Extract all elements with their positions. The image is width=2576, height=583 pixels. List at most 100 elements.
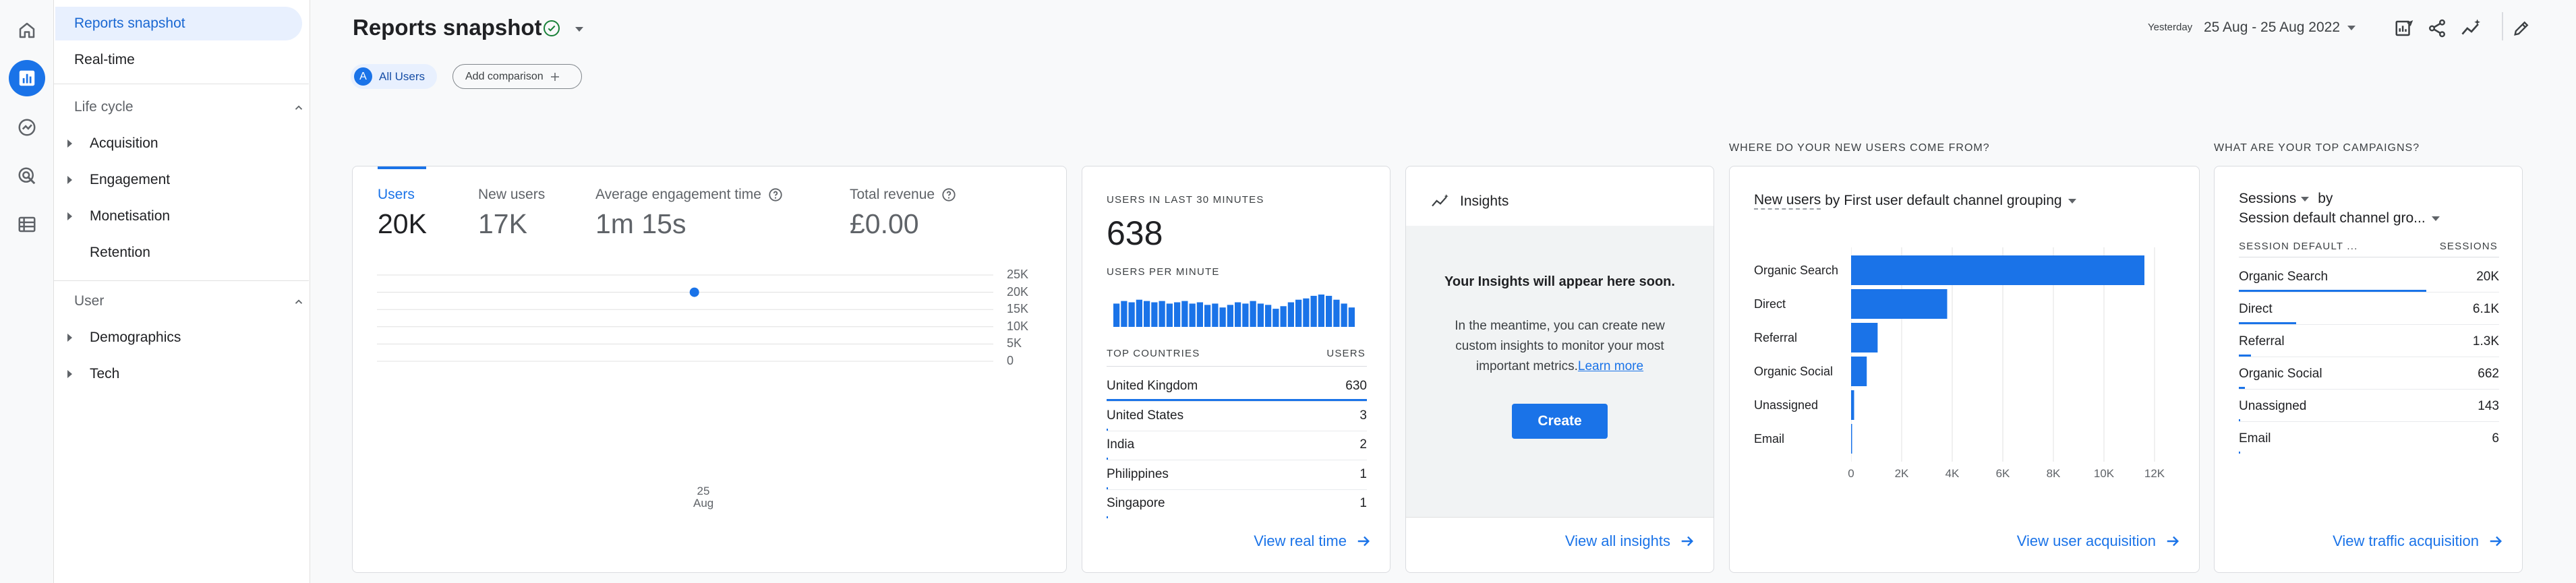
- help-icon[interactable]: [941, 187, 956, 202]
- per-minute-bar: [1333, 299, 1340, 327]
- customize-report-icon[interactable]: [2389, 13, 2419, 43]
- metric-tab-engagement-time[interactable]: Average engagement time 1m 15s: [595, 187, 783, 240]
- toolbar-divider: [2502, 12, 2503, 40]
- add-comparison-button[interactable]: Add comparison: [452, 64, 582, 89]
- explore-icon[interactable]: [9, 109, 45, 146]
- metric-tab-users[interactable]: Users 20K: [378, 187, 427, 240]
- share-bar: [2239, 355, 2252, 357]
- nav-item-reports-snapshot[interactable]: Reports snapshot: [55, 7, 302, 40]
- insights-line: important metrics.: [1475, 359, 1578, 373]
- x-tick-label: 8K: [2046, 467, 2061, 480]
- realtime-card: USERS IN LAST 30 MINUTES 638 USERS PER M…: [1082, 166, 1391, 573]
- share-bar: [1107, 458, 1108, 460]
- table-row[interactable]: Singapore 1: [1107, 496, 1367, 511]
- dimension-column-header: SESSION DEFAULT ...: [2239, 241, 2358, 252]
- row-value: 6: [2492, 431, 2499, 446]
- x-tick-month: Aug: [693, 497, 714, 510]
- dimension-label: by First user default channel grouping: [1825, 193, 2062, 208]
- row-label: Organic Social: [2239, 367, 2322, 381]
- channel-label: Email: [1754, 432, 1785, 446]
- home-icon[interactable]: [9, 12, 45, 49]
- users-data-point: [689, 287, 699, 297]
- acquisition-section-title: WHERE DO YOUR NEW USERS COME FROM?: [1729, 142, 1990, 154]
- arrow-right-icon: [2490, 536, 2502, 547]
- create-insight-button[interactable]: Create: [1512, 404, 1608, 439]
- per-minute-bar: [1189, 303, 1196, 327]
- share-icon[interactable]: [2422, 13, 2452, 43]
- y-tick-label: 5K: [1007, 336, 1022, 350]
- edit-pencil-icon[interactable]: [2507, 13, 2536, 43]
- table-row[interactable]: Referral 1.3K: [2239, 334, 2499, 349]
- nav-item-label: Tech: [90, 366, 120, 381]
- title-dropdown-button[interactable]: [566, 17, 593, 41]
- nav-item-realtime[interactable]: Real-time: [54, 43, 135, 77]
- nav-section-lifecycle[interactable]: Life cycle: [74, 90, 344, 124]
- insights-card: Insights Your Insights will appear here …: [1405, 166, 1714, 573]
- table-row[interactable]: Organic Social 662: [2239, 367, 2499, 381]
- metric-value: 17K: [478, 208, 527, 239]
- date-range-picker[interactable]: 25 Aug - 25 Aug 2022: [2204, 20, 2356, 36]
- row-value: 143: [2478, 399, 2499, 413]
- table-row[interactable]: Philippines 1: [1107, 467, 1367, 482]
- check-circle-icon[interactable]: [544, 20, 560, 36]
- table-row[interactable]: Direct 6.1K: [2239, 302, 2499, 317]
- advertising-icon[interactable]: [9, 158, 45, 194]
- selected-metric-indicator: [378, 166, 426, 169]
- nav-section-user[interactable]: User: [74, 284, 344, 318]
- metric-tab-new-users[interactable]: New users 17K: [478, 187, 545, 240]
- table-row[interactable]: United States 3: [1107, 408, 1367, 423]
- per-minute-bar: [1166, 303, 1173, 327]
- row-divider: [2239, 389, 2499, 390]
- view-all-insights-link[interactable]: View all insights: [1565, 532, 1695, 550]
- per-minute-bar: [1196, 302, 1203, 327]
- caret-right-icon: [67, 212, 72, 220]
- learn-more-link[interactable]: Learn more: [1577, 359, 1644, 373]
- table-row[interactable]: Organic Search 20K: [2239, 270, 2499, 284]
- per-minute-bar: [1136, 299, 1142, 327]
- share-bar: [2239, 290, 2426, 292]
- dimension-selector[interactable]: Session default channel gro...: [2239, 210, 2440, 226]
- x-tick-label: 0: [1848, 467, 1854, 480]
- reports-icon[interactable]: [9, 60, 45, 96]
- dimension-selector[interactable]: New users by First user default channel …: [1754, 192, 2077, 210]
- metric-label: Average engagement time: [595, 187, 761, 202]
- nav-item-retention[interactable]: Retention: [90, 236, 303, 270]
- metric-tab-total-revenue[interactable]: Total revenue £0.00: [850, 187, 956, 240]
- per-minute-bar: [1318, 295, 1324, 327]
- metric-label: Users: [378, 187, 415, 202]
- per-minute-bar: [1272, 309, 1279, 327]
- arrow-right-icon: [1357, 536, 1370, 547]
- per-minute-bar: [1219, 307, 1226, 327]
- nav-item-tech[interactable]: Tech: [67, 357, 303, 391]
- all-users-chip[interactable]: A All Users: [351, 64, 437, 89]
- view-realtime-link[interactable]: View real time: [1254, 532, 1371, 550]
- table-row[interactable]: India 2: [1107, 437, 1367, 452]
- share-bar: [2239, 452, 2240, 454]
- view-user-acquisition-link[interactable]: View user acquisition: [2017, 532, 2180, 550]
- table-row[interactable]: United Kingdom 630: [1107, 379, 1367, 394]
- insights-line: custom insights to monitor your most: [1455, 339, 1664, 353]
- share-bar: [1107, 399, 1367, 401]
- nav-item-acquisition[interactable]: Acquisition: [67, 127, 303, 160]
- table-row[interactable]: Email 6: [2239, 431, 2499, 446]
- table-divider: [1107, 366, 1367, 367]
- table-row[interactable]: Unassigned 143: [2239, 399, 2499, 414]
- help-icon[interactable]: [768, 187, 783, 202]
- configure-icon[interactable]: [9, 206, 45, 243]
- per-minute-bar: [1159, 301, 1165, 327]
- metric-label: New users: [478, 187, 546, 202]
- nav-item-demographics[interactable]: Demographics: [67, 321, 303, 355]
- nav-item-monetisation[interactable]: Monetisation: [67, 200, 303, 233]
- chevron-up-icon: [295, 299, 303, 304]
- row-divider: [1107, 401, 1367, 402]
- chip-label: All Users: [379, 69, 426, 83]
- x-tick-label: 12K: [2144, 467, 2165, 480]
- channel-bar: [1851, 390, 1854, 420]
- metric-selector[interactable]: Sessions by: [2239, 191, 2333, 207]
- country-users: 2: [1359, 437, 1367, 452]
- metric-selector[interactable]: New users: [1754, 192, 1821, 210]
- insights-sparkle-icon[interactable]: [2457, 13, 2486, 43]
- view-traffic-acquisition-link[interactable]: View traffic acquisition: [2333, 532, 2503, 550]
- nav-item-engagement[interactable]: Engagement: [67, 163, 303, 197]
- nav-item-label: Demographics: [90, 330, 181, 345]
